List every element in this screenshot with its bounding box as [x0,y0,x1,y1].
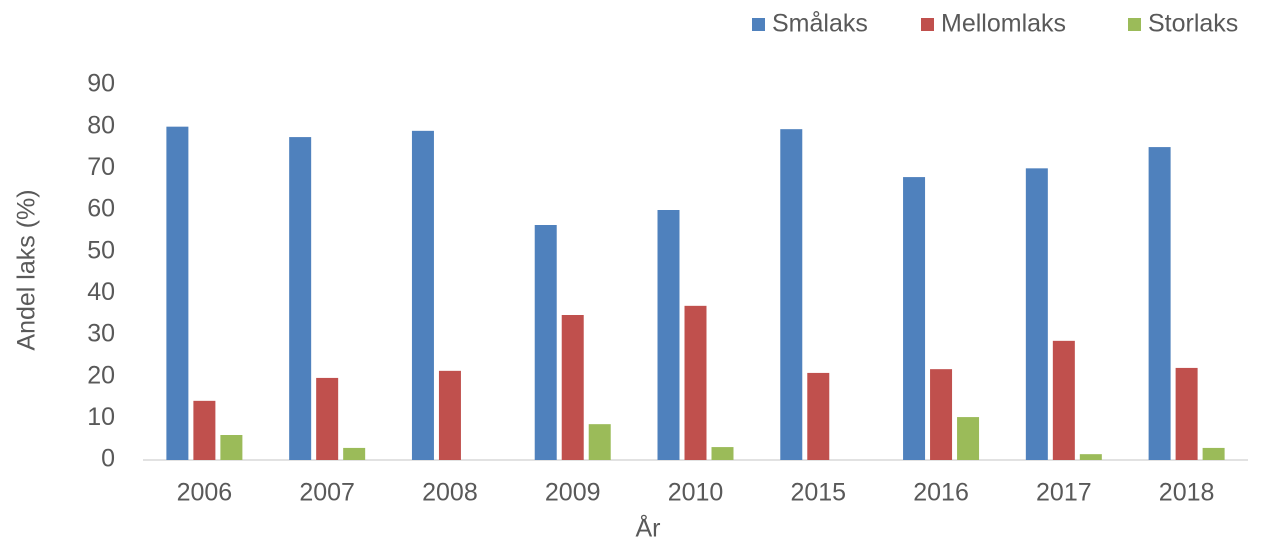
bar [903,177,926,461]
x-tick-label: 2008 [422,479,478,507]
y-tick-label: 30 [87,320,115,348]
legend-label: Mellomlaks [941,10,1066,38]
bar [316,377,339,460]
bar [343,447,366,460]
x-axis-label: År [636,513,661,543]
bar [657,210,680,460]
bar [411,130,434,461]
legend-label: Smålaks [772,10,868,38]
x-tick-label: 2006 [177,479,233,507]
bar [1025,168,1048,461]
y-tick-label: 60 [87,195,115,223]
y-tick-label: 40 [87,278,115,306]
bar [1052,340,1075,460]
bar [780,129,803,460]
legend-swatch [921,18,934,31]
y-tick-label: 0 [101,445,115,473]
bar [534,225,557,460]
x-tick-label: 2015 [790,479,846,507]
bar [684,305,707,460]
bar [438,370,461,460]
bar [807,372,830,460]
y-tick-label: 80 [87,111,115,139]
x-tick-label: 2010 [668,479,724,507]
legend-swatch [752,18,765,31]
bar [193,400,216,460]
bar [1175,367,1198,460]
bar [1148,147,1171,461]
bar [1202,447,1225,460]
legend-label: Storlaks [1148,10,1238,38]
y-tick-label: 50 [87,236,115,264]
x-tick-label: 2007 [299,479,355,507]
y-tick-label: 90 [87,70,115,98]
x-tick-label: 2018 [1159,479,1215,507]
bar [588,424,611,460]
x-tick-label: 2009 [545,479,601,507]
bar [289,137,312,461]
y-axis-label: Andel laks (%) [13,189,41,350]
x-tick-label: 2017 [1036,479,1092,507]
legend-swatch [1128,18,1141,31]
bar [220,435,243,460]
bar [561,315,584,460]
y-tick-label: 70 [87,153,115,181]
bar [957,417,980,460]
bar [166,126,189,461]
y-tick-label: 20 [87,361,115,389]
bar [711,447,734,460]
y-tick-label: 10 [87,403,115,431]
bar [930,369,953,460]
bar [1079,454,1102,460]
x-tick-label: 2016 [913,479,969,507]
